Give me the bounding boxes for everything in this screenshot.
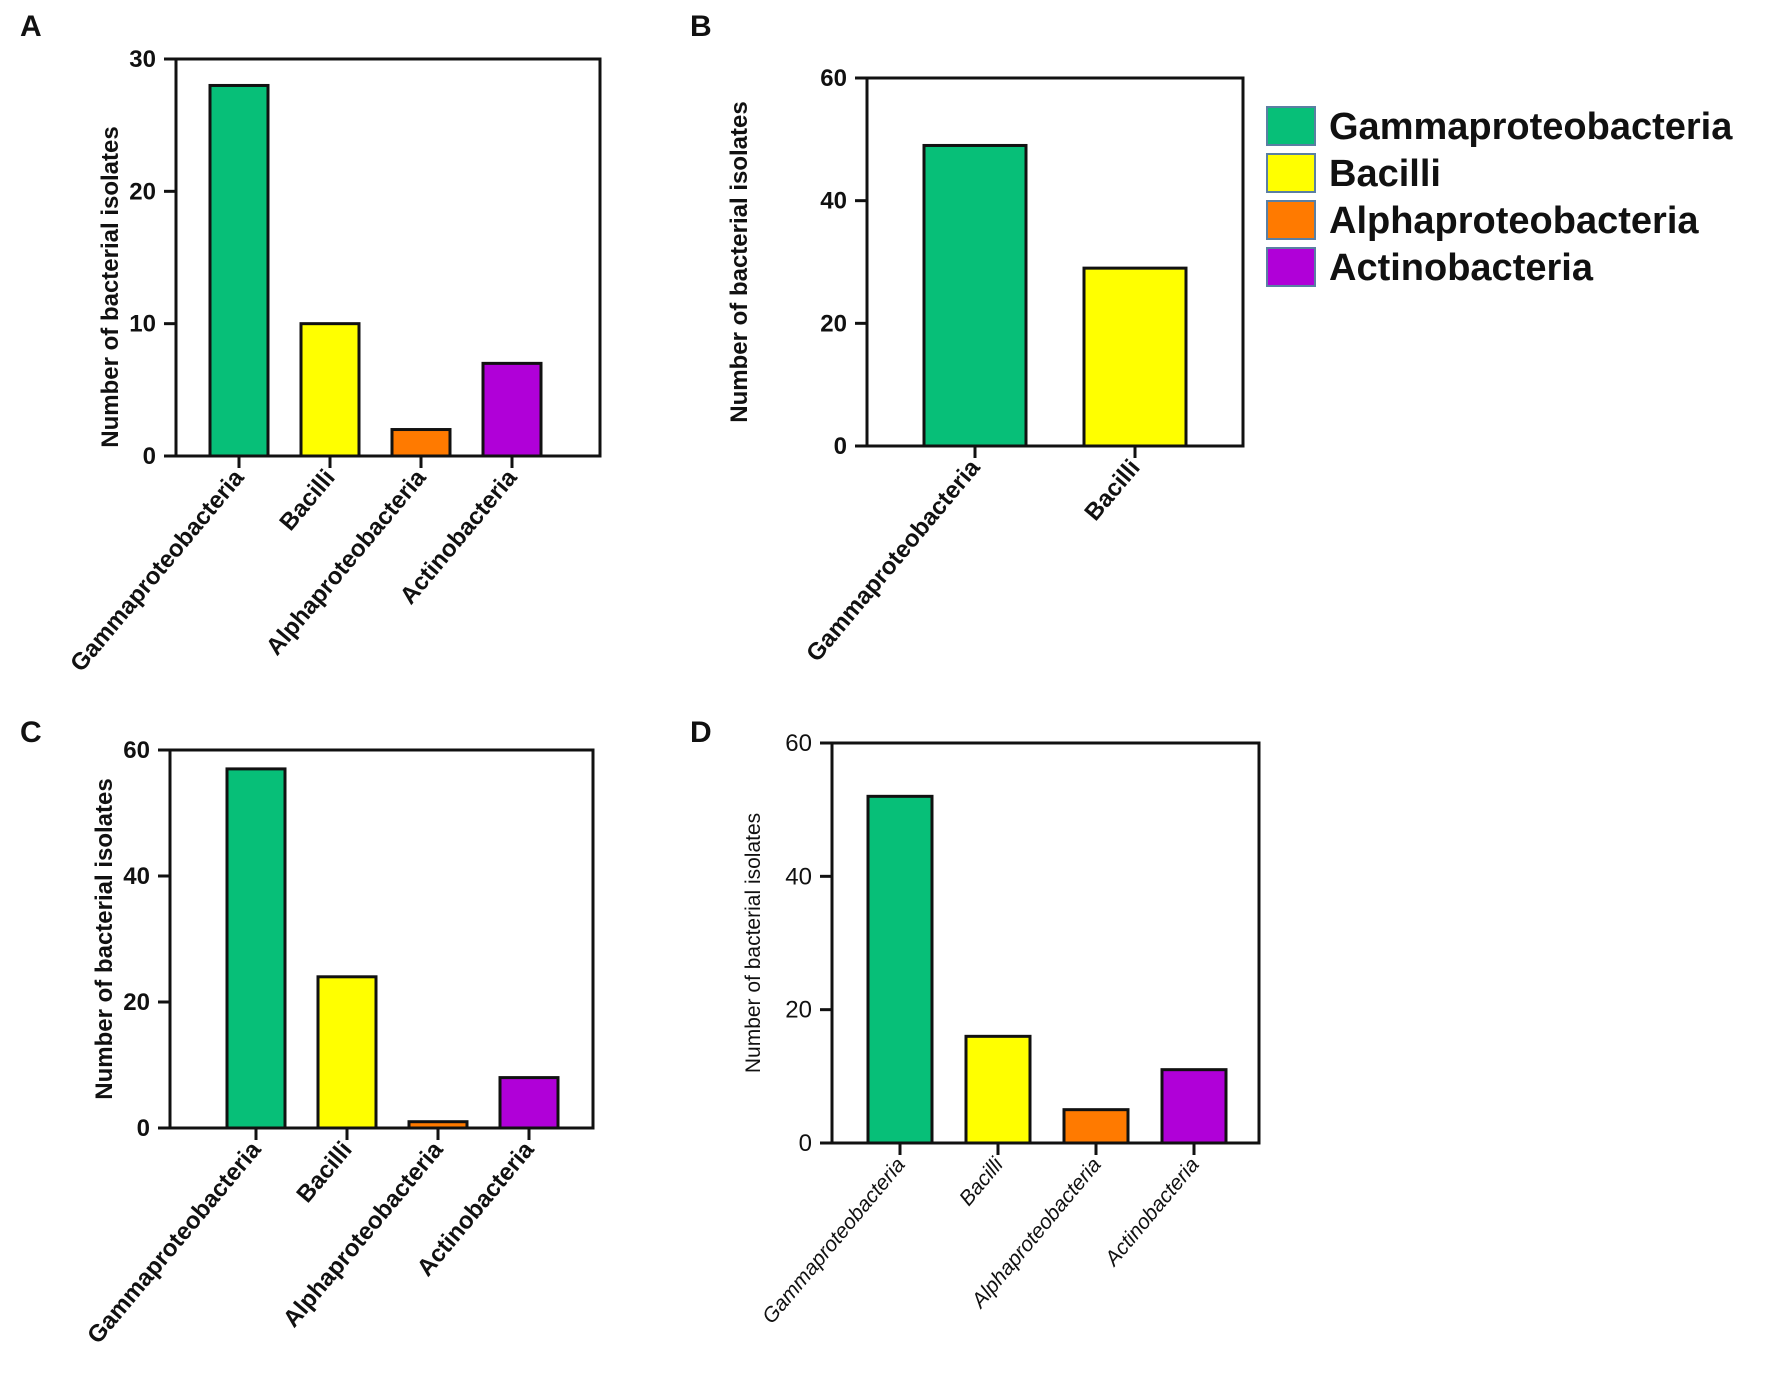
bar-actinobacteria [498,1076,560,1130]
legend-item-gammaproteobacteria: Gammaproteobacteria [1266,106,1733,148]
x-tick-label-gammaproteobacteria: Gammaproteobacteria [82,1136,267,1349]
legend-label: Bacilli [1329,153,1441,195]
y-tick-label: 0 [143,443,156,470]
bar-alphaproteobacteria [390,428,452,458]
legend-swatch [1266,200,1316,240]
y-tick-label: 20 [129,178,156,205]
y-tick-label: 0 [137,1115,150,1142]
panel-letter: B [690,10,712,43]
y-tick-label: 20 [785,997,812,1024]
bar-actinobacteria [481,361,543,458]
x-tick-label-bacilli: Bacilli [291,1137,357,1209]
panel-letter: A [20,10,42,43]
panel-letter: D [690,716,712,749]
legend-label: Alphaproteobacteria [1329,200,1699,242]
plot-frame [830,741,1261,1145]
plot-frame [168,748,595,1130]
x-tick-label-alphaproteobacteria: Alphaproteobacteria [261,464,432,661]
x-tick-label-alphaproteobacteria: Alphaproteobacteria [278,1136,449,1333]
y-tick-label: 10 [129,311,156,338]
legend-label: Actinobacteria [1329,247,1594,289]
bar-gammaproteobacteria [208,83,270,458]
legend-label: Gammaproteobacteria [1329,106,1733,148]
legend-item-bacilli: Bacilli [1266,153,1441,195]
bar-gammaproteobacteria [225,767,287,1130]
x-tick-label-bacilli: Bacilli [1079,455,1145,527]
y-tick-label: 0 [799,1130,812,1157]
y-tick-label: 40 [785,863,812,890]
y-tick-label: 30 [129,46,156,73]
legend-swatch [1266,106,1316,146]
bar-gammaproteobacteria [922,143,1028,448]
bar-alphaproteobacteria [1062,1108,1130,1145]
chart-panel-d: D 0 20 40 60 Number of bacterial isolates Gamm… [690,716,1261,1328]
x-tick-label-actinobacteria: Actinobacteria [1099,1153,1203,1271]
chart-panel-a: A 0 10 20 30 Number of bacterial isolates Gamm… [20,10,602,677]
bar-gammaproteobacteria [866,794,934,1145]
y-axis-title: Number of bacterial isolates [726,101,753,422]
chart-panel-b: B 0 20 40 60 Number of bacterial isolates Gamm… [690,10,1245,667]
bar-bacilli [1082,266,1188,448]
x-tick-label-gammaproteobacteria: Gammaproteobacteria [65,464,250,677]
x-tick-label-bacilli: Bacilli [274,465,340,537]
x-tick-label-gammaproteobacteria: Gammaproteobacteria [801,454,986,667]
charts-group: A 0 10 20 30 Number of bacterial isolates Gamm… [20,10,1261,1349]
plot-frame [865,76,1245,448]
y-tick-label: 60 [820,65,847,92]
y-tick-label: 40 [820,188,847,215]
y-axis-title: Number of bacterial isolates [742,813,765,1073]
legend-swatch [1266,153,1316,193]
x-tick-label-bacilli: Bacilli [955,1152,1009,1210]
x-tick-label-gammaproteobacteria: Gammaproteobacteria [758,1153,910,1328]
legend-item-actinobacteria: Actinobacteria [1266,247,1594,289]
panel-letter: C [20,716,42,749]
y-tick-label: 40 [123,863,150,890]
bar-bacilli [964,1034,1032,1145]
y-tick-label: 0 [834,433,847,460]
bar-bacilli [299,322,361,458]
y-tick-label: 60 [123,737,150,764]
y-axis-title: Number of bacterial isolates [91,778,118,1099]
bar-alphaproteobacteria [407,1120,469,1130]
y-tick-label: 60 [785,730,812,757]
bar-actinobacteria [1160,1068,1228,1145]
legend-swatch [1266,247,1316,287]
y-axis-title: Number of bacterial isolates [97,126,124,447]
y-tick-label: 20 [123,989,150,1016]
plot-frame [174,57,602,458]
bar-bacilli [316,975,378,1130]
legend-item-alphaproteobacteria: Alphaproteobacteria [1266,200,1699,242]
legend: Gammaproteobacteria Bacilli Alphaproteobac… [1266,106,1733,289]
y-tick-label: 20 [820,310,847,337]
